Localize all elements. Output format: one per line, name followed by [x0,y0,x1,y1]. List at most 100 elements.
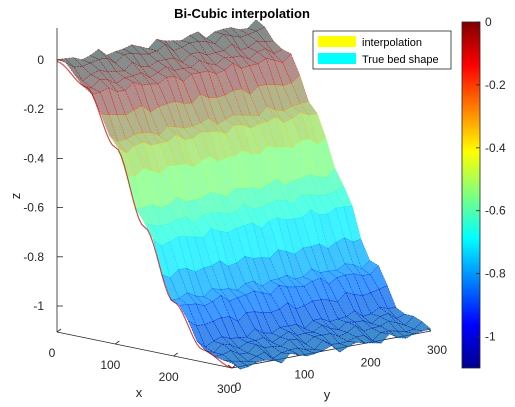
interpolation-facet [271,336,290,347]
true-bed-facet [135,168,153,207]
interpolation-facet [132,62,150,78]
true-bed-facet [354,294,372,317]
true-bed-facet [387,307,405,319]
true-bed-facet [336,237,354,265]
true-bed-facet [361,260,379,275]
true-bed-facet [252,222,270,259]
interpolation-facet [141,83,160,113]
true-bed-facet [262,312,280,334]
interpolation-facet [264,351,282,364]
true-bed-facet [201,156,219,194]
front-edge-profile [56,60,233,369]
true-bed-facet [271,309,289,328]
true-bed-facet [270,278,288,287]
true-bed-facet [218,157,236,197]
true-bed-facet [253,281,271,295]
true-bed-facet [175,101,193,129]
true-bed-facet [372,326,390,333]
true-bed-facet [317,138,335,178]
interpolation-facet [326,167,344,192]
interpolation-facet [212,317,231,339]
true-bed-facet [108,87,126,115]
true-bed-facet [304,301,322,321]
true-bed-facet [235,188,253,209]
true-bed-facet [140,54,158,67]
interpolation-facet [288,339,307,351]
z-tick-label: 0 [37,53,44,67]
interpolation-facet [182,73,201,104]
true-bed-facet [269,217,287,252]
interpolation-facet [161,274,180,301]
interpolation-facet [353,273,372,296]
interpolation-facet [231,43,250,60]
true-bed-facet [152,225,170,246]
true-bed-facet [292,112,310,141]
true-bed-facet [192,132,210,161]
legend-swatch-true-bed-shape [318,53,356,64]
true-bed-facet [181,35,199,43]
true-bed-facet [255,337,273,348]
interpolation-facet [317,176,336,196]
true-bed-facet [311,268,329,285]
true-bed-facet [313,325,331,336]
true-bed-facet [176,134,194,168]
interpolation-facet [344,273,363,296]
true-bed-facet [153,239,171,278]
colorbar-tick-label: -1 [485,330,496,344]
true-bed-facet [309,139,327,178]
true-bed-facet [330,333,348,344]
true-bed-facet [116,90,134,115]
true-bed-facet [125,82,143,110]
true-bed-facet [243,150,261,190]
true-bed-facet [261,257,279,281]
true-bed-facet [338,322,356,333]
interpolation-facet [133,81,151,113]
interpolation-facet [252,222,271,259]
true-bed-facet [132,53,150,67]
true-bed-facet [284,118,302,148]
interpolation-facet [194,236,213,269]
true-bed-facet [239,352,257,362]
interpolation-facet [310,243,329,273]
colorbar-tick-label: -0.4 [485,141,506,155]
true-bed-facet [143,142,161,174]
interpolation-facet [247,356,266,363]
true-bed-facet [209,156,227,197]
colorbar-tick-label: -0.2 [485,78,506,92]
z-tick-label: -0.6 [23,201,44,215]
true-bed-facet [362,292,380,314]
true-bed-facet [215,57,233,71]
true-bed-facet [254,311,272,334]
true-bed-facet [221,316,239,339]
true-bed-facet [258,106,276,122]
true-bed-facet [186,236,204,272]
true-bed-facet [194,236,212,268]
true-bed-facet [251,187,269,208]
true-bed-facet [285,218,303,255]
true-bed-facet [191,60,209,73]
interpolation-facet [213,28,232,37]
interpolation-facet [200,131,219,162]
true-bed-facet [139,46,157,54]
true-bed-facet [124,62,142,76]
true-bed-facet [126,145,144,177]
true-bed-facet [312,278,330,300]
interpolation-facet [287,301,306,330]
interpolation-facet [202,227,221,267]
true-bed-facet [177,197,195,223]
true-bed-facet [309,113,326,145]
interpolation-facet [304,320,323,333]
true-bed-facet [335,185,353,207]
true-bed-facet [249,51,267,64]
interpolation-facet [242,124,261,155]
true-bed-facet [199,70,217,98]
true-bed-facet [233,114,251,129]
true-bed-facet [379,313,397,323]
true-bed-facet [170,269,188,299]
true-bed-facet [223,360,241,370]
true-bed-facet [193,160,211,198]
true-bed-facet [141,84,159,112]
true-bed-facet [179,304,197,326]
true-bed-facet [241,88,259,116]
x-axis-line [56,331,233,369]
